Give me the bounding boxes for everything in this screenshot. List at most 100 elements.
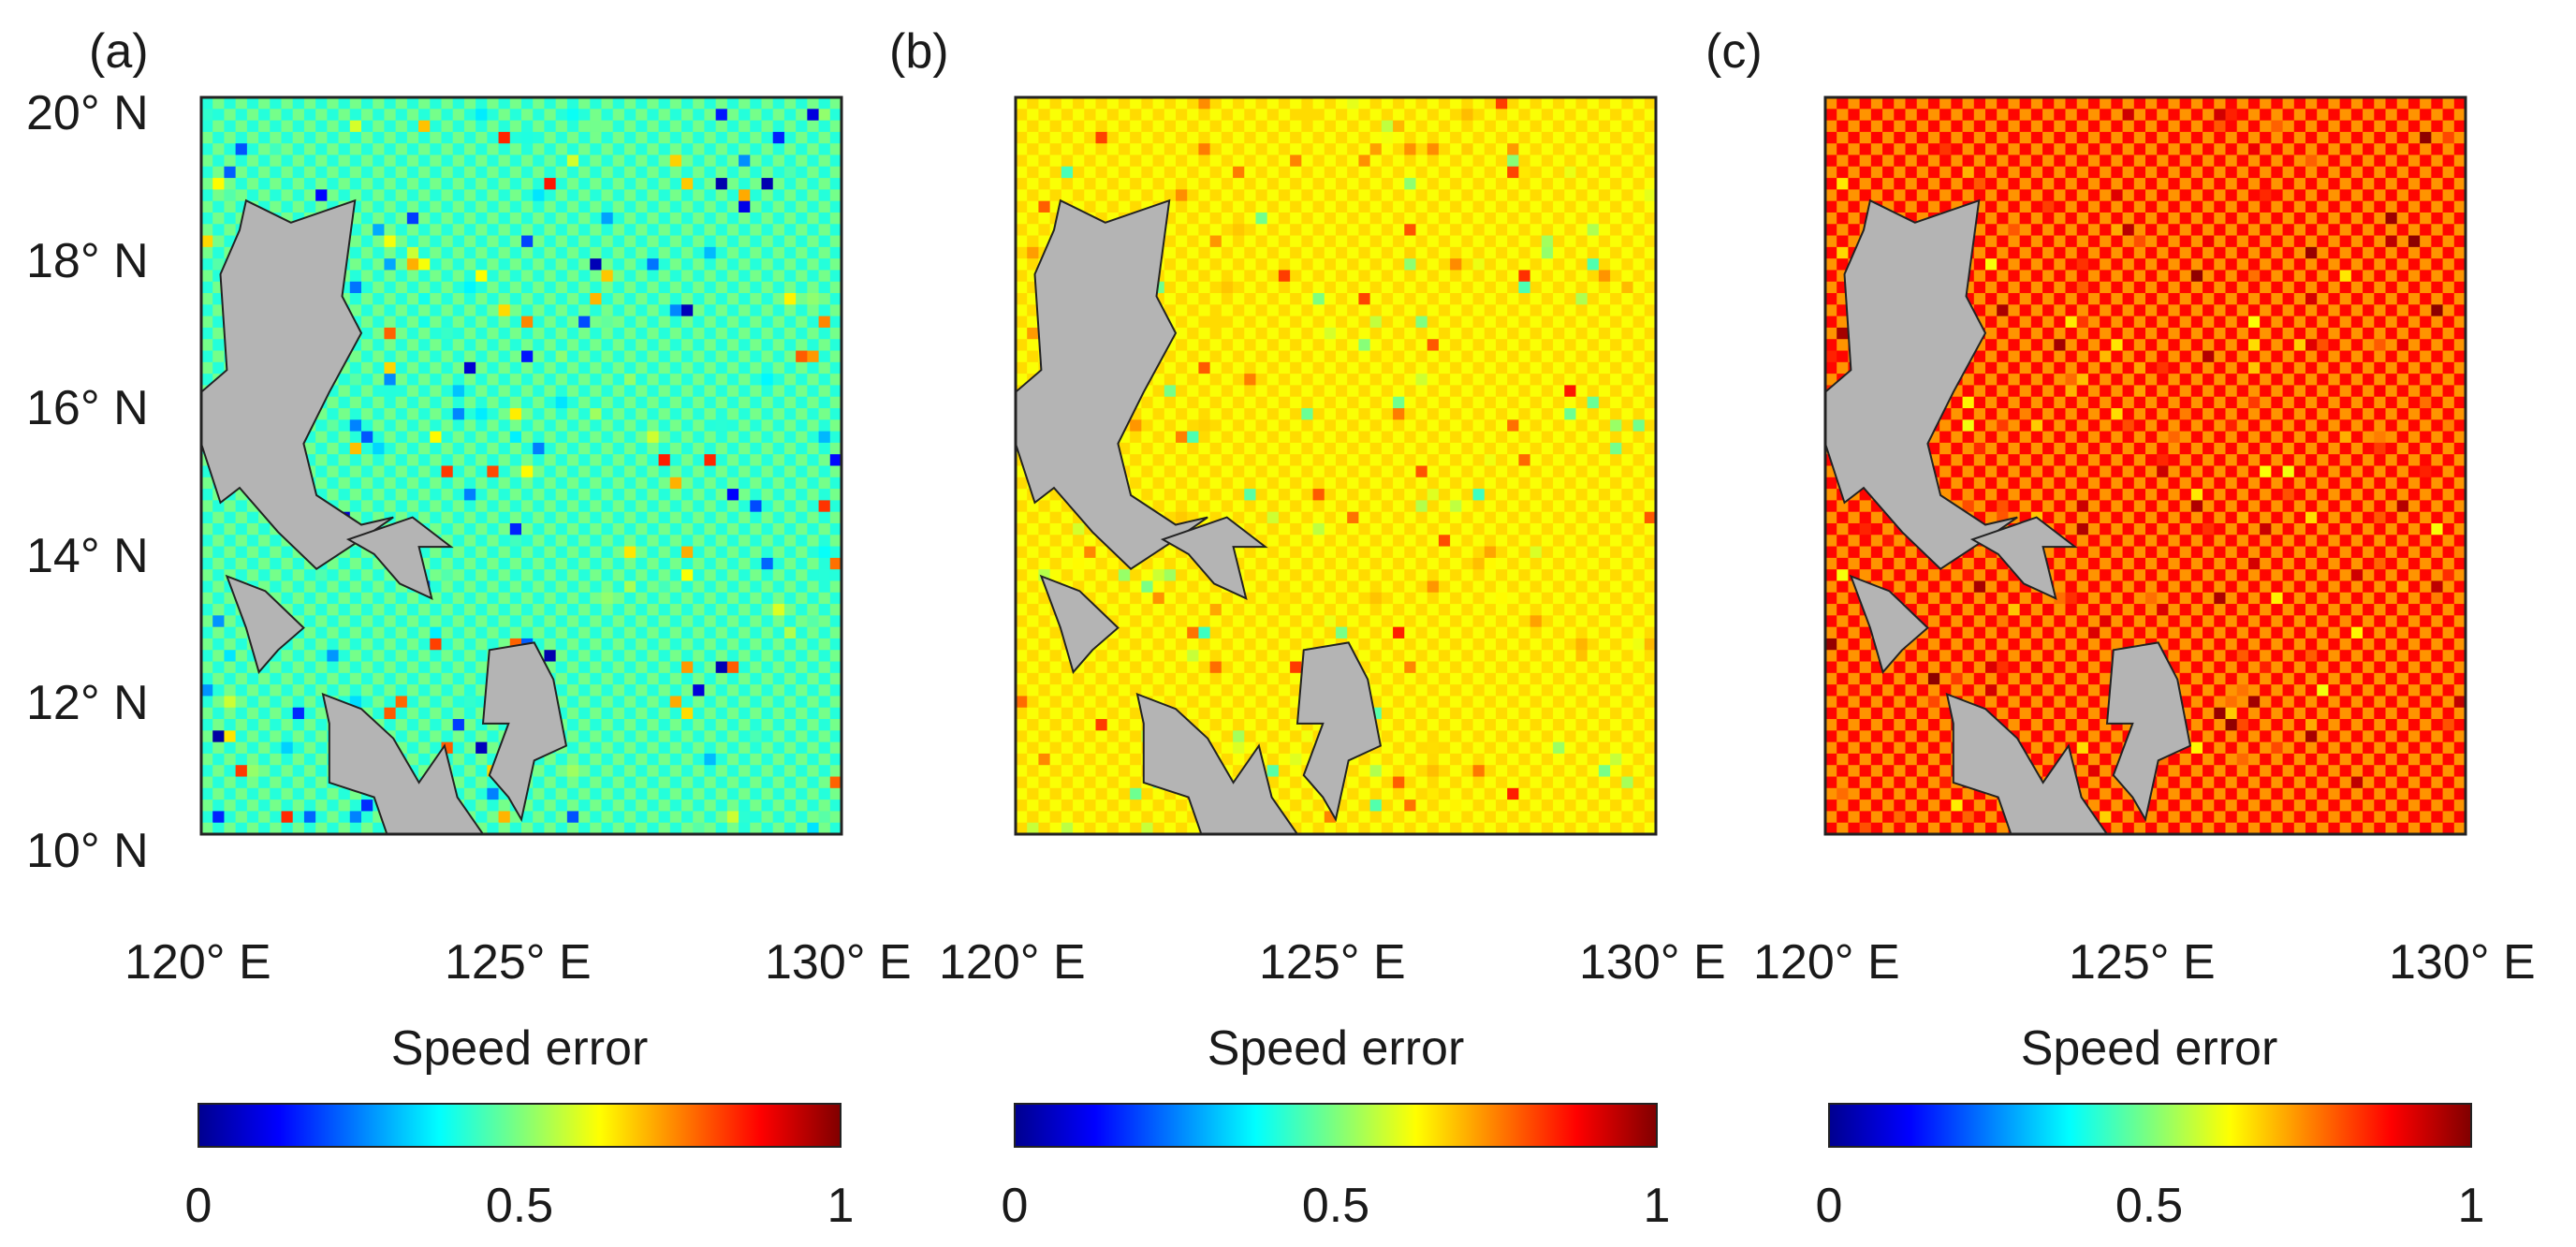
- heatmap-cell: [612, 730, 625, 743]
- heatmap-cell: [1095, 109, 1108, 122]
- heatmap-cell: [578, 592, 591, 605]
- heatmap-cell: [201, 361, 213, 374]
- heatmap-cell: [704, 615, 717, 628]
- heatmap-cell: [201, 374, 213, 387]
- heatmap-cell: [1369, 212, 1383, 225]
- heatmap-cell: [623, 477, 637, 490]
- heatmap-cell: [555, 753, 568, 766]
- heatmap-cell: [612, 315, 625, 329]
- heatmap-cell: [270, 776, 283, 789]
- heatmap-cell: [235, 120, 248, 133]
- heatmap-cell: [1324, 374, 1337, 387]
- heatmap-cell: [1358, 246, 1371, 259]
- heatmap-cell: [796, 246, 808, 259]
- heatmap-cell: [270, 661, 283, 674]
- heatmap-cell: [623, 822, 637, 835]
- heatmap-cell: [1610, 154, 1622, 168]
- heatmap-cell: [601, 270, 614, 283]
- heatmap-cell: [1278, 143, 1291, 156]
- heatmap-cell: [1027, 109, 1040, 122]
- heatmap-cell: [1198, 374, 1211, 387]
- heatmap-cell: [796, 592, 808, 605]
- heatmap-cell: [292, 661, 305, 674]
- heatmap-cell: [1610, 315, 1622, 329]
- heatmap-cell: [212, 684, 226, 697]
- heatmap-cell: [373, 569, 386, 582]
- heatmap-cell: [224, 109, 237, 122]
- heatmap-cell: [590, 672, 603, 685]
- heatmap-cell: [406, 281, 419, 294]
- heatmap-cell: [636, 442, 648, 455]
- heatmap-cell: [452, 707, 465, 720]
- heatmap-cell: [601, 615, 614, 628]
- heatmap-cell: [612, 154, 625, 168]
- heatmap-cell: [715, 672, 728, 685]
- heatmap-cell: [590, 511, 603, 524]
- heatmap-cell: [1209, 270, 1222, 283]
- heatmap-cell: [578, 350, 591, 363]
- heatmap-cell: [1336, 361, 1348, 374]
- heatmap-cell: [566, 270, 579, 283]
- heatmap-cell: [1427, 350, 1440, 363]
- heatmap-cell: [555, 615, 568, 628]
- heatmap-cell: [715, 327, 728, 340]
- heatmap-cell: [1255, 200, 1268, 213]
- heatmap-cell: [533, 419, 546, 433]
- heatmap-cell: [636, 189, 648, 202]
- heatmap-cell: [1290, 293, 1302, 305]
- heatmap-cell: [476, 661, 488, 674]
- heatmap-cell: [1198, 361, 1211, 374]
- heatmap-cell: [829, 385, 842, 398]
- heatmap-cell: [739, 811, 751, 824]
- heatmap-cell: [201, 776, 213, 789]
- heatmap-cell: [1553, 212, 1565, 225]
- heatmap-cell: [418, 661, 431, 674]
- heatmap-cell: [441, 431, 454, 444]
- heatmap-cell: [704, 293, 717, 305]
- heatmap-cell: [715, 396, 728, 409]
- heatmap-cell: [1016, 304, 1028, 317]
- heatmap-cell: [1347, 200, 1360, 213]
- heatmap-cell: [1278, 246, 1291, 259]
- heatmap-cell: [281, 730, 294, 743]
- heatmap-cell: [487, 557, 500, 570]
- heatmap-cell: [796, 615, 808, 628]
- heatmap-cell: [636, 350, 648, 363]
- heatmap-cell: [783, 626, 797, 639]
- heatmap-cell: [1095, 166, 1108, 179]
- heatmap-cell: [224, 97, 237, 110]
- heatmap-cell: [1347, 224, 1360, 237]
- heatmap-cell: [761, 143, 774, 156]
- heatmap-cell: [636, 431, 648, 444]
- heatmap-cell: [555, 822, 568, 835]
- heatmap-cell: [1518, 200, 1531, 213]
- heatmap-cell: [1221, 270, 1234, 283]
- heatmap-cell: [601, 374, 614, 387]
- heatmap-cell: [292, 604, 305, 616]
- heatmap-cell: [1118, 178, 1131, 190]
- heatmap-cell: [476, 454, 488, 467]
- heatmap-cell: [761, 604, 774, 616]
- heatmap-cell: [361, 511, 373, 524]
- heatmap-cell: [430, 650, 443, 663]
- heatmap-cell: [1301, 97, 1314, 110]
- heatmap-cell: [201, 154, 213, 168]
- heatmap-cell: [315, 661, 328, 674]
- heatmap-cell: [1530, 131, 1543, 144]
- heatmap-cell: [212, 315, 226, 329]
- heatmap-cell: [1084, 109, 1097, 122]
- heatmap-cell: [1290, 143, 1302, 156]
- heatmap-cell: [636, 293, 648, 305]
- heatmap-cell: [463, 154, 476, 168]
- heatmap-cell: [750, 465, 763, 478]
- heatmap-cell: [384, 592, 397, 605]
- heatmap-cell: [601, 442, 614, 455]
- heatmap-cell: [1266, 235, 1280, 248]
- heatmap-cell: [658, 535, 671, 548]
- heatmap-cell: [1369, 304, 1383, 317]
- heatmap-cell: [498, 500, 511, 513]
- heatmap-cell: [1347, 293, 1360, 305]
- heatmap-cell: [544, 822, 557, 835]
- heatmap-cell: [739, 638, 751, 651]
- heatmap-cell: [430, 442, 443, 455]
